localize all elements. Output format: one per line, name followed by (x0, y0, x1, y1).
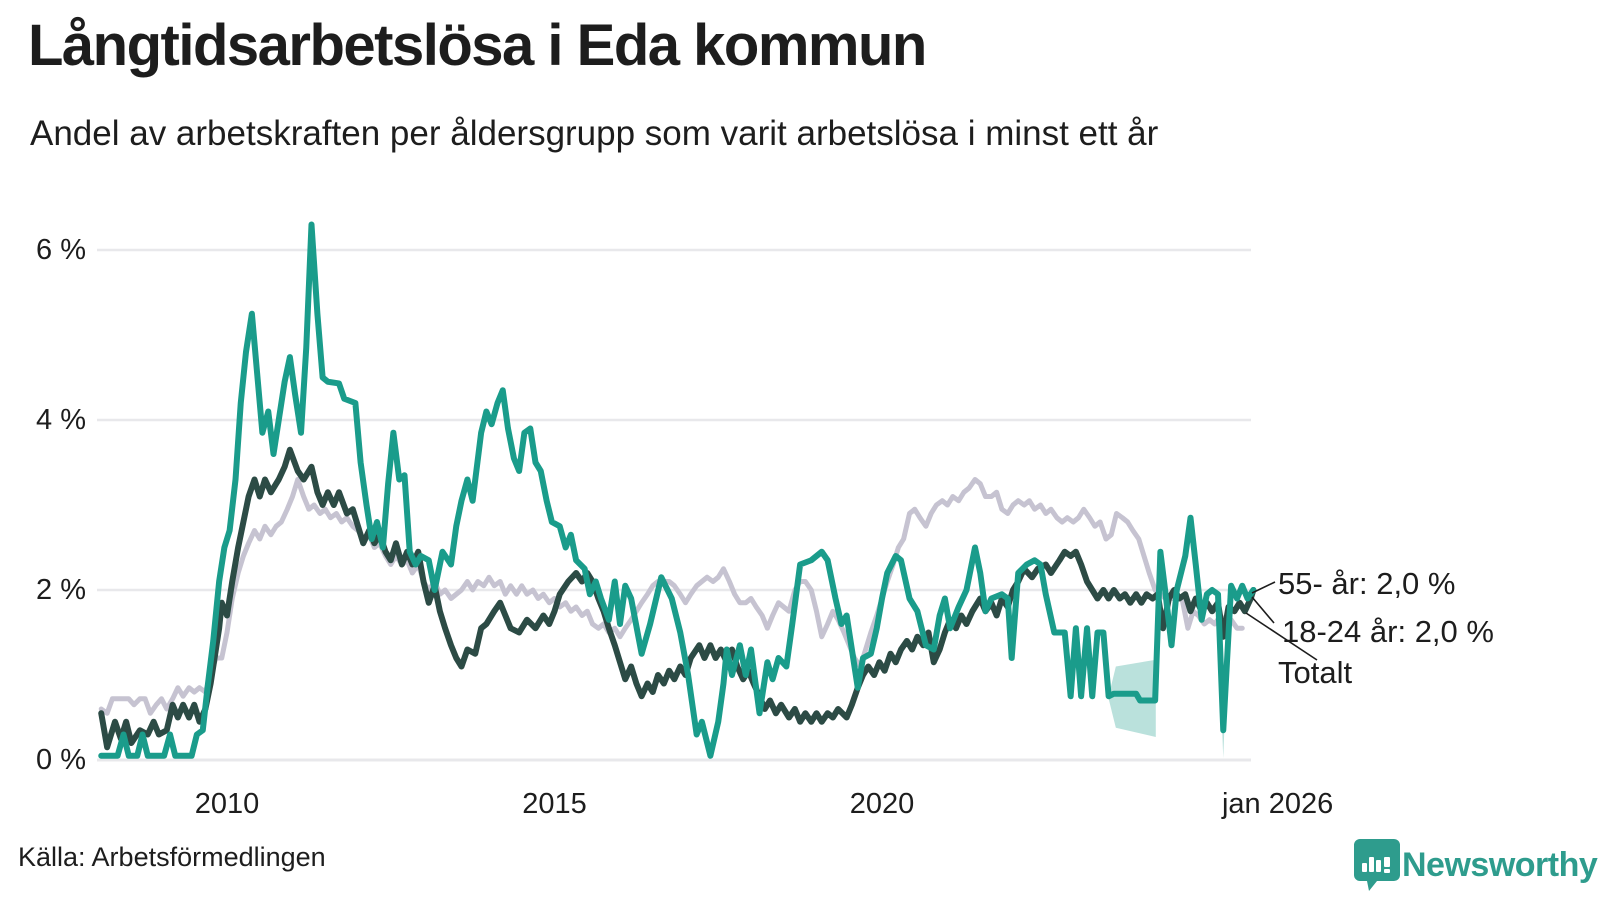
x-tick-label: 2010 (194, 788, 260, 820)
x-tick-label: 2020 (849, 788, 915, 820)
y-tick-label: 6 % (36, 234, 86, 266)
y-tick-label: 4 % (36, 404, 86, 436)
x-tick-label: 2015 (522, 788, 587, 820)
callout-label: Totalt (1278, 655, 1353, 690)
series-line-totalt (98, 477, 1245, 716)
series-line-55-r (98, 446, 1257, 751)
newsworthy-logo-icon (1354, 839, 1400, 891)
newsworthy-wordmark: Newsworthy (1402, 846, 1598, 884)
y-tick-label: 2 % (36, 574, 86, 606)
source-credit: Källa: Arbetsförmedlingen (18, 842, 326, 872)
confidence-band (1108, 659, 1156, 738)
chart-subtitle: Andel av arbetskraften per åldersgrupp s… (30, 114, 1159, 153)
chart-title: Långtidsarbetslösa i Eda kommun (28, 13, 927, 78)
callout-label: 55- år: 2,0 % (1278, 566, 1456, 601)
callout-connector-line (1251, 596, 1275, 624)
callout-connector-line (1245, 612, 1318, 661)
callout-label: 18-24 år: 2,0 % (1282, 614, 1494, 649)
callout-connector-line (1251, 581, 1276, 594)
series-line-18-24-r (98, 221, 1257, 759)
x-tick-label: jan 2026 (1221, 788, 1334, 820)
y-tick-label: 0 % (36, 744, 86, 776)
